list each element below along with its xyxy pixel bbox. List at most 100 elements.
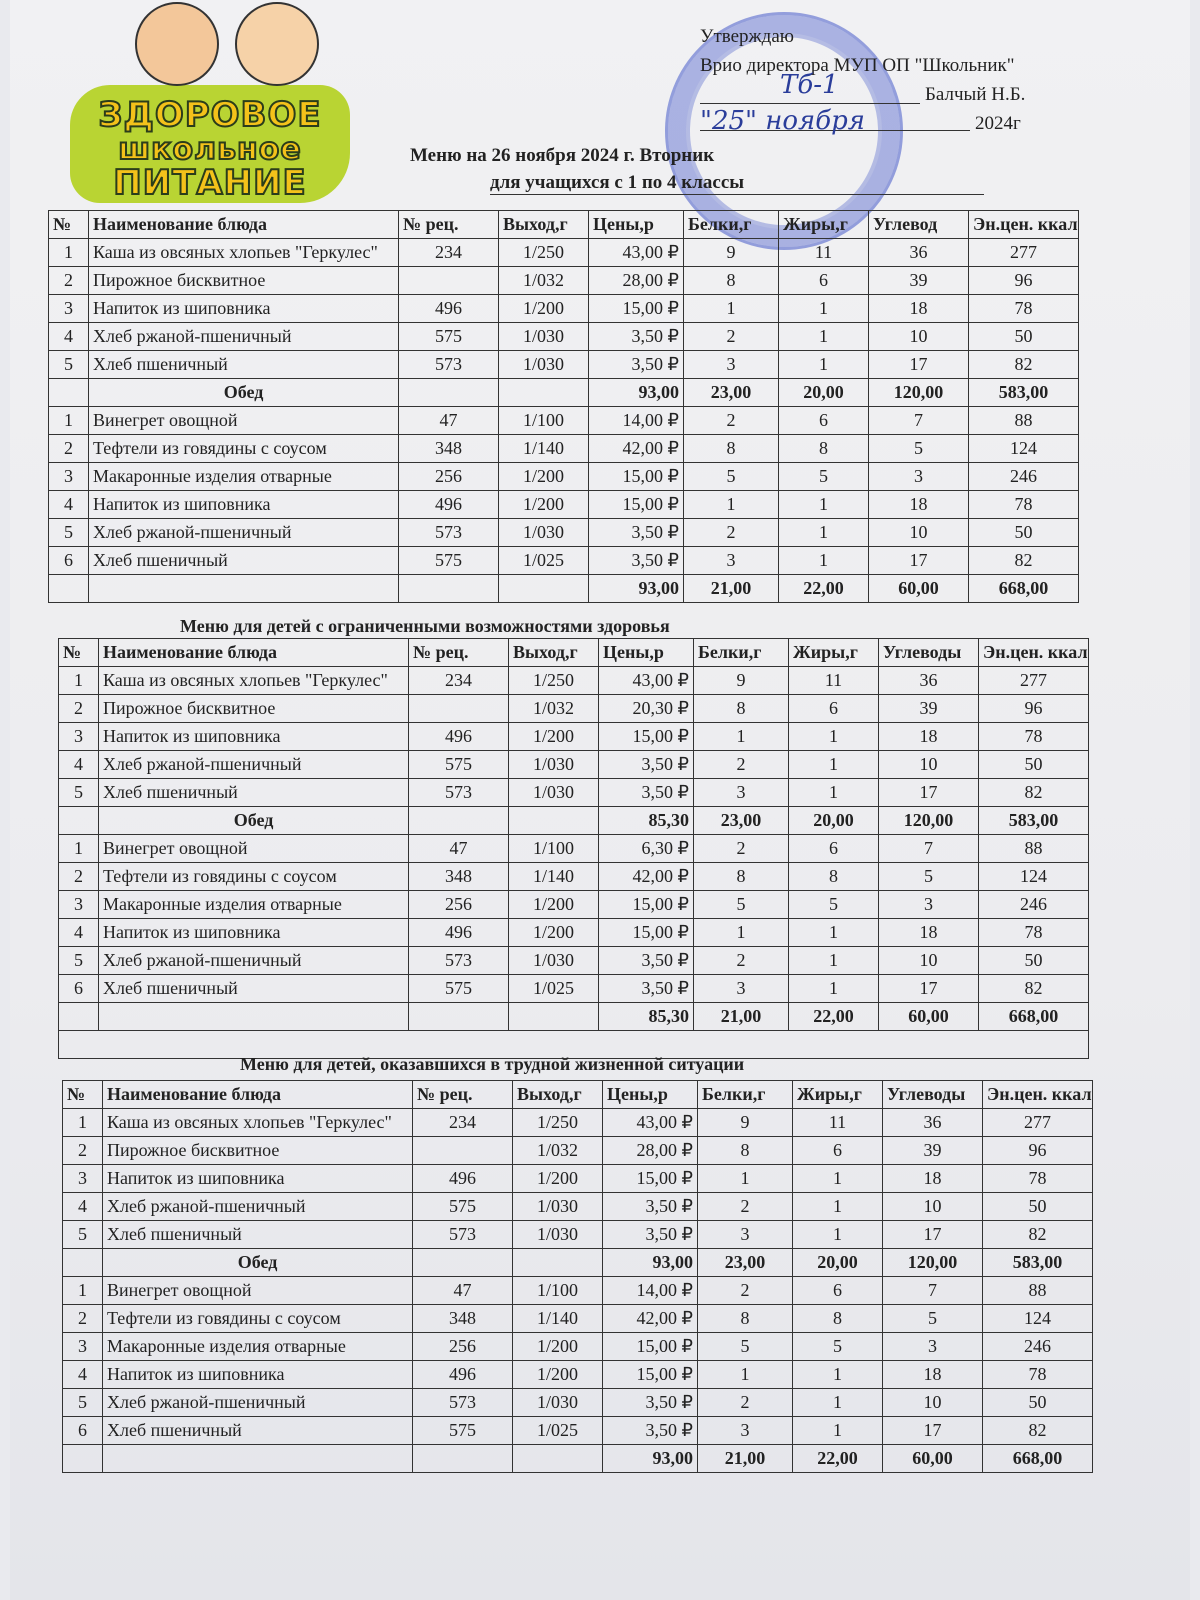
col-yield-cell: 1/025 xyxy=(498,546,589,575)
lunch-row: 3 Макаронные изделия отварные 256 1/200 15,0… xyxy=(48,462,1079,491)
col-dish-name-cell: Макаронные изделия отварные xyxy=(102,1332,413,1361)
empty-cell xyxy=(512,1248,603,1277)
col-recipe-no-cell xyxy=(412,1136,513,1165)
empty-cell xyxy=(62,1444,103,1473)
lunch-section-label: Обед xyxy=(98,806,409,835)
col-protein-cell: 8 xyxy=(697,1136,793,1165)
breakfast-row: 2 Пирожное бисквитное 1/032 28,00 ₽8 6 39 96 xyxy=(62,1136,1093,1165)
lunch_total-row: 93,00 21,00 22,00 60,00 668,00 xyxy=(62,1444,1093,1473)
col-energy-cell: 246 xyxy=(982,1332,1093,1361)
col-number-cell: 3 xyxy=(58,890,99,919)
col-protein-cell: 5 xyxy=(693,890,789,919)
col-yield-cell: 1/200 xyxy=(508,722,599,751)
empty-cell xyxy=(48,378,89,407)
col-number-cell: 4 xyxy=(48,490,89,519)
col-carbs-total: 120,00 xyxy=(882,1248,983,1277)
col-price-total: 93,00 xyxy=(602,1248,698,1277)
col-yield-cell: 1/200 xyxy=(498,462,589,491)
col-dish-name-cell: Хлеб пшеничный xyxy=(88,350,399,379)
empty-cell xyxy=(512,1444,603,1473)
col-dish-name-header: Наименование блюда xyxy=(98,638,409,667)
breakfast_total-row: Обед 93,00 23,00 20,00 120,00 583,00 xyxy=(48,378,1079,407)
col-dish-name-cell: Макаронные изделия отварные xyxy=(98,890,409,919)
col-recipe-no-cell: 256 xyxy=(412,1332,513,1361)
col-yield-header: Выход,г xyxy=(498,210,589,239)
col-dish-name-cell: Пирожное бисквитное xyxy=(88,266,399,295)
col-carbs-cell: 5 xyxy=(878,862,979,891)
col-energy-cell: 88 xyxy=(978,834,1089,863)
signer-name: Балчый Н.Б. xyxy=(925,84,1026,105)
signer-line: Балчый Н.Б. xyxy=(700,80,1025,109)
col-dish-name-cell: Напиток из шиповника xyxy=(88,294,399,323)
col-recipe-no-header: № рец. xyxy=(398,210,499,239)
col-energy-cell: 78 xyxy=(978,722,1089,751)
col-energy-cell: 277 xyxy=(978,666,1089,695)
col-protein-cell: 2 xyxy=(693,946,789,975)
col-number-cell: 1 xyxy=(62,1276,103,1305)
col-price-total: 93,00 xyxy=(588,574,684,603)
col-fat-cell: 1 xyxy=(792,1192,883,1221)
col-carbs-cell: 17 xyxy=(868,350,969,379)
col-carbs-cell: 18 xyxy=(878,918,979,947)
col-fat-total: 20,00 xyxy=(778,378,869,407)
col-protein-cell: 8 xyxy=(697,1304,793,1333)
approval-heading: Утверждаю xyxy=(700,26,794,47)
col-number-cell: 3 xyxy=(48,462,89,491)
col-carbs-cell: 10 xyxy=(878,750,979,779)
lunch-row: 4 Напиток из шиповника 496 1/200 15,00 ₽1 1 18… xyxy=(48,490,1079,519)
col-protein-cell: 2 xyxy=(693,834,789,863)
empty-cell xyxy=(498,574,589,603)
col-fat-cell: 1 xyxy=(788,946,879,975)
col-price-header: Цены,р xyxy=(588,210,684,239)
header-row: № Наименование блюда № рец. Выход,г Цены,р Бе… xyxy=(58,638,1089,667)
col-fat-cell: 11 xyxy=(788,666,879,695)
col-number-cell: 4 xyxy=(58,918,99,947)
date-underline xyxy=(700,130,970,131)
header-row: № Наименование блюда № рец. Выход,г Цены,р Бе… xyxy=(62,1080,1093,1109)
col-energy-header: Эн.цен. ккал xyxy=(978,638,1089,667)
col-energy-cell: 50 xyxy=(978,946,1089,975)
col-protein-total: 23,00 xyxy=(693,806,789,835)
col-number-cell: 3 xyxy=(62,1332,103,1361)
col-yield-cell: 1/200 xyxy=(512,1360,603,1389)
empty-cell xyxy=(88,574,399,603)
empty-cell xyxy=(398,574,499,603)
date-day: "25" xyxy=(700,106,758,136)
col-energy-cell: 78 xyxy=(968,490,1079,519)
col-price-total: 85,30 xyxy=(598,1002,694,1031)
col-protein-cell: 8 xyxy=(693,694,789,723)
handwritten-signature: Тб-1 xyxy=(780,70,839,100)
menu-table-disabilities: № Наименование блюда № рец. Выход,г Цены,р Бе… xyxy=(58,638,1089,1059)
col-protein-cell: 9 xyxy=(697,1108,793,1137)
col-carbs-header: Углевод xyxy=(868,210,969,239)
col-carbs-total: 120,00 xyxy=(868,378,969,407)
col-recipe-no-cell: 234 xyxy=(412,1108,513,1137)
lunch-row: 4 Напиток из шиповника 496 1/200 15,00 ₽1 1 18… xyxy=(62,1360,1093,1389)
col-number-cell: 2 xyxy=(48,266,89,295)
col-fat-cell: 1 xyxy=(788,974,879,1003)
col-recipe-no-cell: 234 xyxy=(408,666,509,695)
col-yield-cell: 1/030 xyxy=(508,946,599,975)
col-protein-cell: 3 xyxy=(697,1416,793,1445)
col-yield-cell: 1/030 xyxy=(512,1220,603,1249)
col-recipe-no-cell: 496 xyxy=(408,722,509,751)
col-carbs-cell: 36 xyxy=(878,666,979,695)
col-recipe-no-cell: 47 xyxy=(412,1276,513,1305)
col-number-cell: 4 xyxy=(62,1360,103,1389)
col-recipe-no-header: № рец. xyxy=(408,638,509,667)
col-price-cell: 3,50 ₽ xyxy=(598,750,694,779)
col-protein-cell: 1 xyxy=(683,294,779,323)
col-yield-header: Выход,г xyxy=(508,638,599,667)
lunch-row: 1 Винегрет овощной 47 1/100 14,00 ₽2 6 7 88 xyxy=(62,1276,1093,1305)
col-number-cell: 1 xyxy=(62,1108,103,1137)
col-number-header: № xyxy=(58,638,99,667)
empty-cell xyxy=(508,806,599,835)
col-protein-cell: 3 xyxy=(693,974,789,1003)
col-protein-cell: 1 xyxy=(697,1360,793,1389)
col-energy-cell: 124 xyxy=(982,1304,1093,1333)
col-price-cell: 3,50 ₽ xyxy=(598,946,694,975)
col-energy-total: 583,00 xyxy=(968,378,1079,407)
col-price-total: 93,00 xyxy=(602,1444,698,1473)
col-number-cell: 2 xyxy=(58,862,99,891)
col-carbs-cell: 18 xyxy=(878,722,979,751)
